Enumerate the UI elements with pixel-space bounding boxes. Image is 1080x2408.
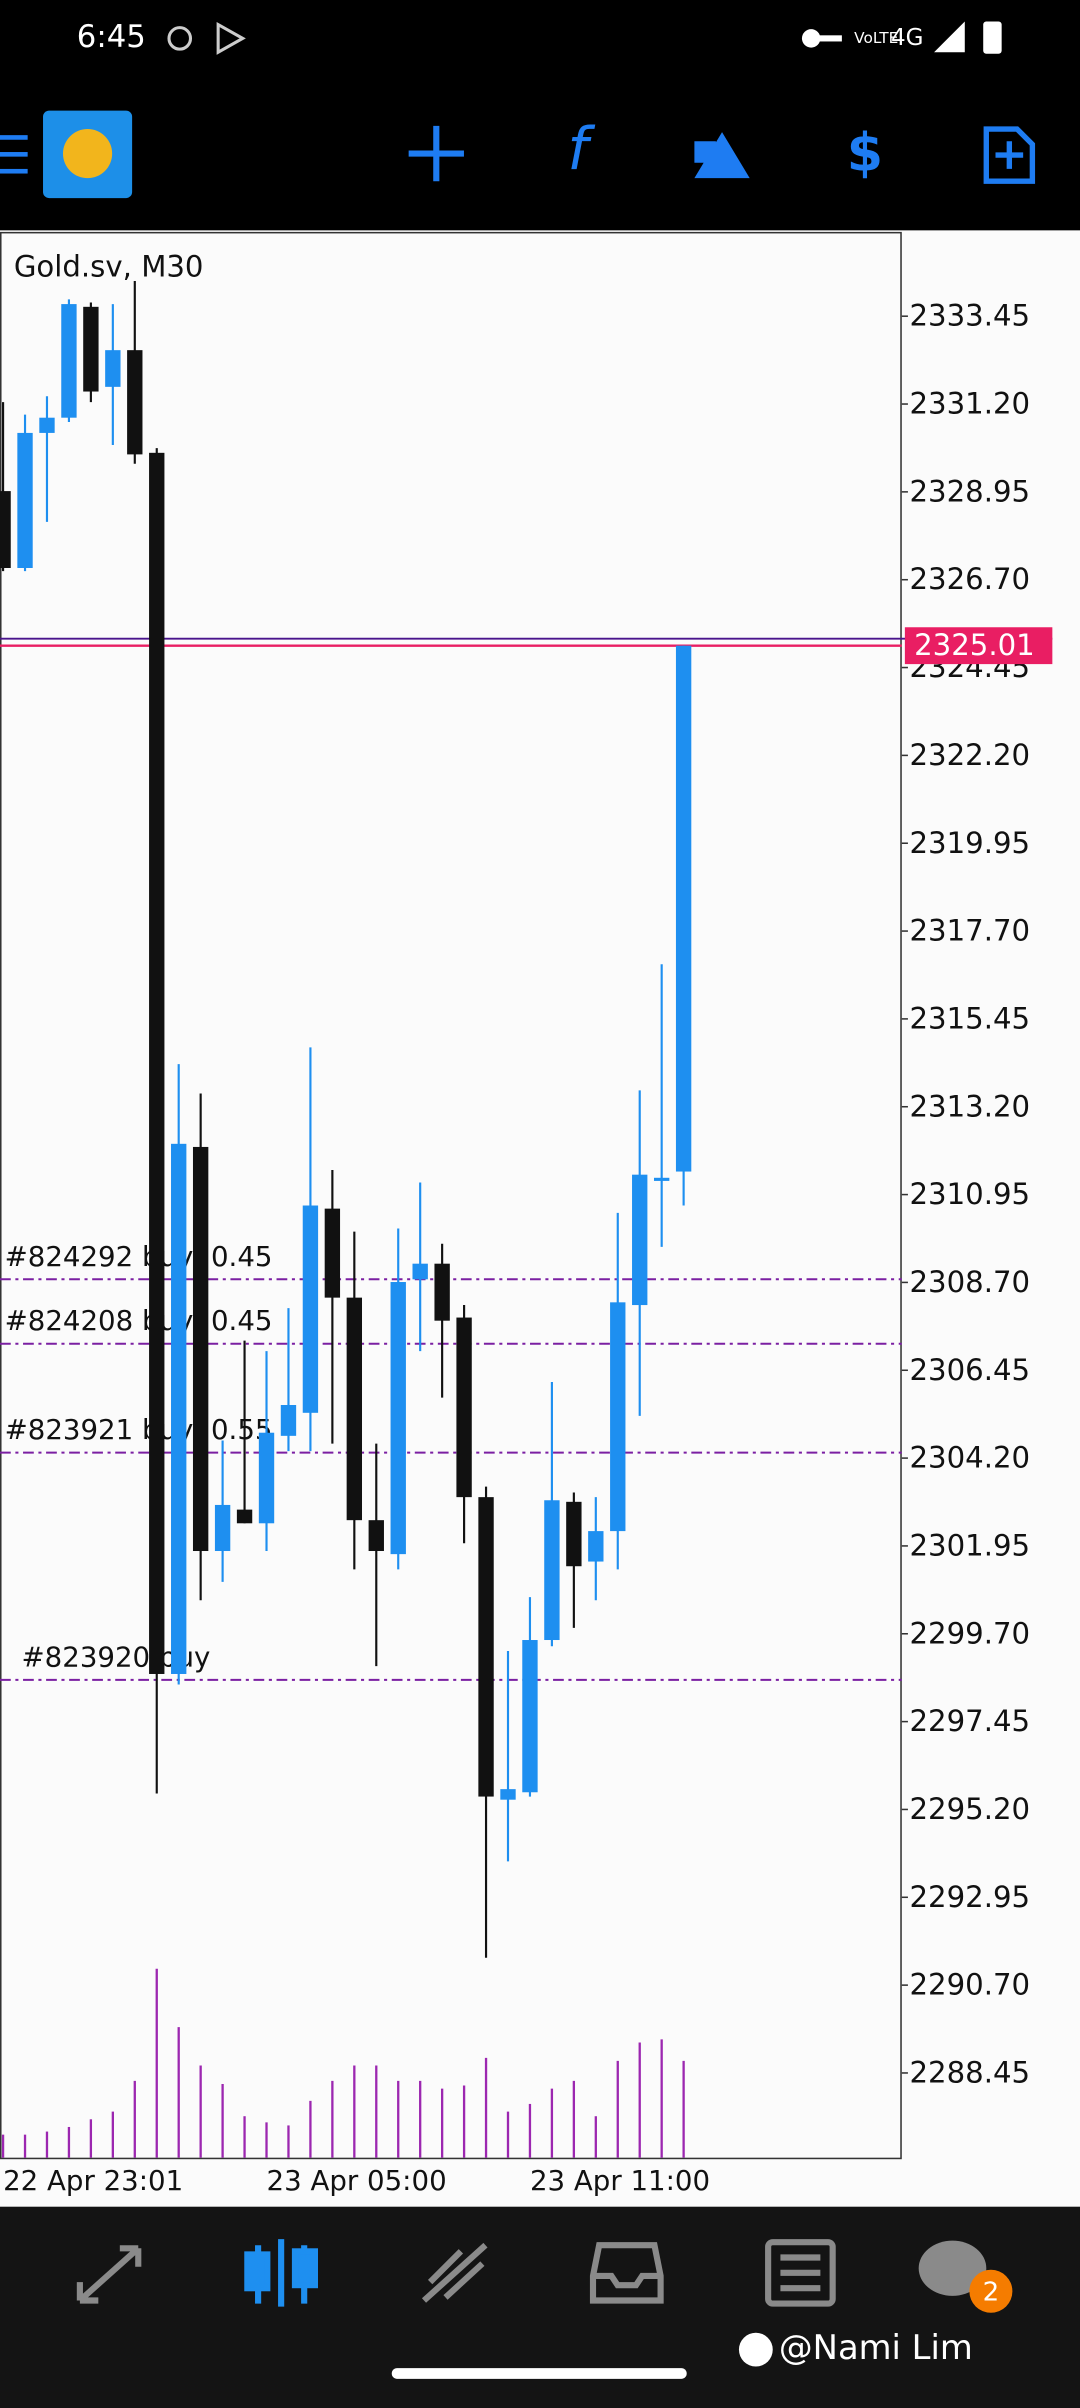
y-tick-label: 2315.45 [909, 1001, 1030, 1035]
history-tab[interactable] [589, 2242, 664, 2304]
messages-tab[interactable] [918, 2240, 987, 2296]
candle-body [171, 1143, 187, 1674]
menu-button[interactable] [0, 135, 28, 140]
candle-body [39, 417, 55, 433]
badge-count: 2 [983, 2277, 1000, 2307]
candle-body [588, 1531, 604, 1562]
quotes-tab[interactable] [76, 2245, 142, 2304]
toolbar: f $ [0, 110, 1036, 199]
candle-body [500, 1789, 516, 1800]
y-tick-label: 2299.70 [909, 1616, 1030, 1650]
chart-frame [0, 231, 902, 2160]
candle-body [258, 1432, 275, 1524]
y-tick-label: 2326.70 [909, 562, 1030, 596]
candle-body [127, 350, 143, 455]
x-tick-label: 23 Apr 11:00 [530, 2164, 710, 2197]
news-tab[interactable] [765, 2239, 836, 2307]
menu-button[interactable] [0, 168, 28, 174]
candle-body [236, 1509, 253, 1524]
candle-body [105, 350, 121, 387]
candle-body [149, 452, 165, 1674]
chart-tab [244, 2251, 271, 2292]
status-time: 6:45 [77, 19, 146, 55]
candle-body [192, 1146, 209, 1552]
facebook-icon [738, 2332, 773, 2367]
candle-body [675, 645, 692, 1172]
candle-body [83, 306, 99, 392]
app-icon-logo [62, 129, 113, 179]
candle-body [368, 1520, 384, 1552]
battery-icon [983, 21, 1002, 54]
menu-button[interactable] [0, 152, 28, 157]
y-tick-label: 2333.45 [909, 299, 1030, 333]
order-label: #824208 buy, 0.45 [5, 1304, 273, 1337]
candle-body [434, 1263, 450, 1321]
price-tag [904, 627, 1053, 665]
y-tick-label: 2319.95 [909, 826, 1030, 860]
crosshair-button[interactable] [408, 125, 464, 182]
candle-body [566, 1501, 582, 1567]
status-icon [167, 26, 193, 51]
candle-body [280, 1404, 297, 1436]
new-order-button[interactable] [983, 126, 1036, 184]
plot: 2333.452331.202328.952326.702324.452322.… [0, 281, 1053, 2197]
chart-tab [291, 2248, 319, 2289]
candle-body [0, 491, 11, 568]
y-tick-label: 2304.20 [909, 1441, 1030, 1475]
y-tick-label: 2317.70 [909, 914, 1030, 948]
y-tick-label: 2322.20 [909, 738, 1030, 772]
home-indicator [391, 2368, 687, 2379]
candle-body [544, 1500, 560, 1641]
volte-icon: VoLTE [854, 29, 898, 47]
y-tick-label: 2308.70 [909, 1265, 1030, 1299]
y-tick-label: 2301.95 [909, 1528, 1030, 1562]
candle-body [302, 1205, 319, 1413]
trade-button[interactable]: $ [847, 124, 883, 184]
vpn-key-icon [817, 35, 842, 42]
y-tick-label: 2306.45 [909, 1353, 1030, 1387]
y-tick-label: 2295.20 [909, 1792, 1030, 1826]
vpn-key-icon [801, 29, 821, 48]
candle-body [522, 1640, 538, 1793]
candle-body [390, 1282, 406, 1555]
candle-body [610, 1302, 626, 1532]
watermark: @Nami Lim [779, 2328, 973, 2367]
x-tick-label: 23 Apr 05:00 [267, 2164, 447, 2197]
candle-body [478, 1497, 494, 1797]
order-label: #823921 buy, 0.55 [5, 1413, 273, 1446]
objects-button[interactable] [694, 132, 750, 179]
y-tick-label: 2331.20 [909, 387, 1030, 421]
y-tick-label: 2290.70 [909, 1968, 1030, 2002]
news-tab [780, 2254, 821, 2292]
y-tick-label: 2310.95 [909, 1177, 1030, 1211]
candle-body [412, 1263, 428, 1280]
candle-body [61, 304, 77, 418]
y-tick-label: 2297.45 [909, 1704, 1030, 1738]
y-tick-label: 2292.95 [909, 1880, 1030, 1914]
candle-body [632, 1174, 648, 1306]
candle-body [17, 432, 33, 568]
candle-body [324, 1208, 341, 1298]
signal-icon [934, 21, 965, 53]
x-tick-label: 22 Apr 23:01 [3, 2164, 183, 2197]
order-label: #824292 buy, 0.45 [5, 1240, 273, 1273]
status-icon [216, 21, 246, 55]
y-tick-label: 2313.20 [909, 1089, 1030, 1123]
top-bars [0, 0, 1080, 231]
y-tick-label: 2288.45 [909, 2056, 1030, 2090]
price-tag-label: 2325.01 [914, 628, 1035, 662]
candle-body [214, 1504, 231, 1552]
candle-body [653, 1177, 670, 1181]
candle-body [456, 1317, 472, 1498]
network-type: 4G [891, 25, 923, 51]
badge [969, 2269, 1013, 2313]
trade-tab[interactable] [421, 2242, 488, 2303]
candle-body [346, 1297, 363, 1521]
y-tick-label: 2328.95 [909, 474, 1030, 508]
chart-title: Gold.sv, M30 [14, 250, 204, 284]
